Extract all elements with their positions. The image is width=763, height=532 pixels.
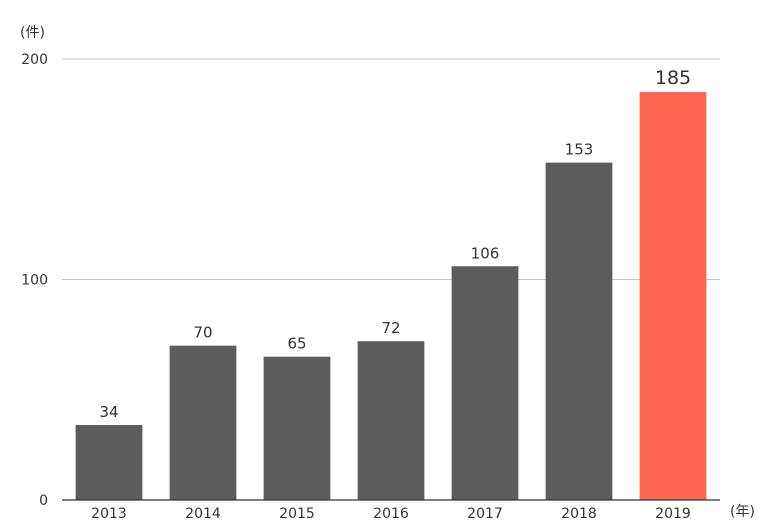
data-label-2018: 153 bbox=[565, 141, 594, 159]
bar-2016 bbox=[357, 341, 425, 500]
x-axis-unit: (年) bbox=[730, 504, 755, 520]
bar-2017 bbox=[451, 266, 519, 500]
bar-2019 bbox=[639, 92, 707, 500]
bars bbox=[75, 92, 707, 500]
x-tick-label-2018: 2018 bbox=[561, 506, 597, 522]
data-label-2013: 34 bbox=[99, 403, 118, 421]
y-tick-label: 100 bbox=[21, 273, 48, 289]
y-axis-ticks: 0 100 200 bbox=[21, 52, 48, 509]
gridlines bbox=[62, 58, 720, 280]
y-tick-label: 200 bbox=[21, 52, 48, 68]
x-tick-label-2016: 2016 bbox=[373, 506, 409, 522]
data-label-2017: 106 bbox=[471, 244, 500, 262]
data-label-2015: 65 bbox=[287, 335, 306, 353]
bar-2014 bbox=[169, 345, 237, 500]
x-tick-label-2014: 2014 bbox=[185, 506, 221, 522]
data-label-2016: 72 bbox=[381, 319, 400, 337]
bar-2018 bbox=[545, 162, 613, 500]
y-tick-label: 0 bbox=[39, 493, 48, 509]
data-labels: 34 70 65 72 106 153 185 bbox=[99, 67, 691, 421]
bar-2015 bbox=[263, 356, 331, 500]
x-axis-ticks: 2013 2014 2015 2016 2017 2018 2019 bbox=[91, 506, 691, 522]
data-label-2014: 70 bbox=[193, 324, 212, 342]
bar-2013 bbox=[75, 425, 143, 500]
x-tick-label-2019: 2019 bbox=[655, 506, 691, 522]
y-axis-unit: (件) bbox=[20, 25, 45, 41]
data-label-2019: 185 bbox=[655, 67, 691, 89]
x-tick-label-2013: 2013 bbox=[91, 506, 127, 522]
x-tick-label-2017: 2017 bbox=[467, 506, 503, 522]
x-tick-label-2015: 2015 bbox=[279, 506, 315, 522]
